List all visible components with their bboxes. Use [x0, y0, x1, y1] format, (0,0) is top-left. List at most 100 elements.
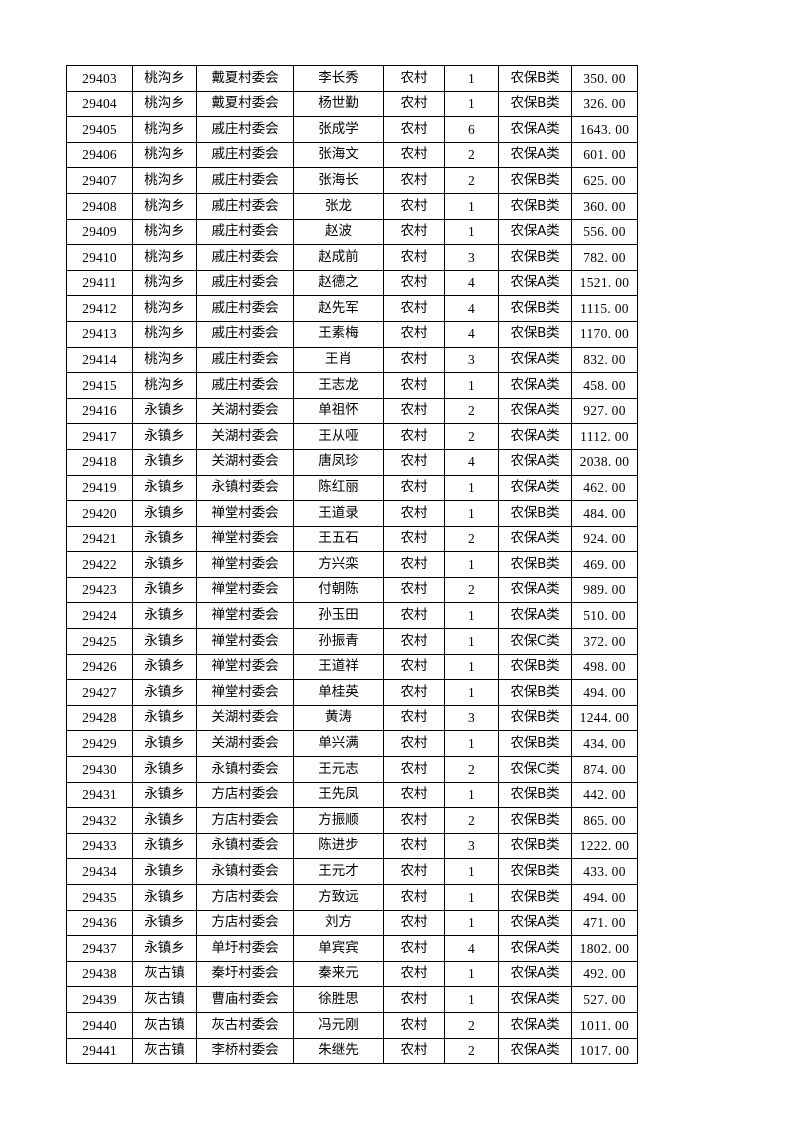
- cell-person-count: 3: [444, 704, 499, 732]
- cell-person-count: 1: [444, 909, 499, 937]
- cell-serial-number: 29423: [66, 576, 133, 604]
- cell-recipient-name: 冯元刚: [293, 1011, 384, 1039]
- cell-village-committee: 禅堂村委会: [196, 602, 294, 630]
- cell-amount: 1170. 00: [571, 320, 638, 348]
- cell-household-type: 农村: [383, 986, 445, 1013]
- cell-township: 永镇乡: [132, 756, 197, 783]
- cell-serial-number: 29420: [66, 500, 133, 527]
- cell-village-committee: 戚庄村委会: [196, 116, 294, 143]
- cell-recipient-name: 付朝陈: [293, 576, 384, 604]
- table-row: 29403 桃沟乡 戴夏村委会 李长秀 农村 1 农保B类 350. 00: [66, 65, 638, 92]
- cell-amount: 601. 00: [571, 141, 638, 169]
- cell-serial-number: 29431: [66, 781, 133, 809]
- table-row: 29430 永镇乡 永镇村委会 王元志 农村 2 农保C类 874. 00: [66, 756, 638, 783]
- cell-village-committee: 关湖村委会: [196, 423, 294, 450]
- table-row: 29415 桃沟乡 戚庄村委会 王志龙 农村 1 农保A类 458. 00: [66, 372, 638, 399]
- cell-recipient-name: 杨世勤: [293, 90, 384, 118]
- cell-person-count: 3: [444, 832, 499, 860]
- cell-village-committee: 戚庄村委会: [196, 320, 294, 348]
- cell-household-type: 农村: [383, 474, 445, 502]
- cell-person-count: 2: [444, 141, 499, 169]
- cell-township: 桃沟乡: [132, 116, 197, 143]
- cell-serial-number: 29441: [66, 1037, 133, 1065]
- cell-insurance-class: 农保A类: [498, 397, 572, 425]
- cell-person-count: 3: [444, 244, 499, 271]
- cell-township: 永镇乡: [132, 423, 197, 450]
- cell-recipient-name: 王素梅: [293, 320, 384, 348]
- cell-household-type: 农村: [383, 192, 445, 220]
- cell-serial-number: 29407: [66, 167, 133, 194]
- cell-insurance-class: 农保B类: [498, 730, 572, 758]
- cell-insurance-class: 农保A类: [498, 346, 572, 374]
- table-row: 29417 永镇乡 关湖村委会 王从哑 农村 2 农保A类 1112. 00: [66, 423, 638, 450]
- table-row: 29404 桃沟乡 戴夏村委会 杨世勤 农村 1 农保B类 326. 00: [66, 90, 638, 118]
- cell-insurance-class: 农保A类: [498, 372, 572, 399]
- cell-serial-number: 29436: [66, 909, 133, 937]
- cell-insurance-class: 农保A类: [498, 1011, 572, 1039]
- cell-household-type: 农村: [383, 90, 445, 118]
- cell-township: 灰古镇: [132, 960, 197, 988]
- cell-household-type: 农村: [383, 448, 445, 476]
- cell-serial-number: 29404: [66, 90, 133, 118]
- cell-household-type: 农村: [383, 372, 445, 399]
- cell-township: 永镇乡: [132, 832, 197, 860]
- cell-person-count: 4: [444, 269, 499, 297]
- cell-township: 桃沟乡: [132, 65, 197, 92]
- cell-recipient-name: 陈红丽: [293, 474, 384, 502]
- cell-person-count: 1: [444, 551, 499, 578]
- cell-person-count: 4: [444, 448, 499, 476]
- cell-insurance-class: 农保A类: [498, 1037, 572, 1065]
- cell-township: 永镇乡: [132, 935, 197, 962]
- cell-person-count: 1: [444, 628, 499, 655]
- cell-amount: 372. 00: [571, 628, 638, 655]
- cell-township: 永镇乡: [132, 704, 197, 732]
- cell-amount: 927. 00: [571, 397, 638, 425]
- cell-insurance-class: 农保B类: [498, 653, 572, 681]
- cell-insurance-class: 农保B类: [498, 679, 572, 706]
- cell-township: 桃沟乡: [132, 269, 197, 297]
- cell-household-type: 农村: [383, 423, 445, 450]
- cell-village-committee: 方店村委会: [196, 884, 294, 911]
- table-row: 29412 桃沟乡 戚庄村委会 赵先军 农村 4 农保B类 1115. 00: [66, 295, 638, 322]
- cell-insurance-class: 农保A类: [498, 141, 572, 169]
- cell-amount: 462. 00: [571, 474, 638, 502]
- cell-village-committee: 关湖村委会: [196, 730, 294, 758]
- cell-person-count: 1: [444, 858, 499, 885]
- cell-insurance-class: 农保A类: [498, 448, 572, 476]
- table-row: 29418 永镇乡 关湖村委会 唐凤珍 农村 4 农保A类 2038. 00: [66, 448, 638, 476]
- cell-village-committee: 禅堂村委会: [196, 679, 294, 706]
- cell-village-committee: 戚庄村委会: [196, 346, 294, 374]
- cell-serial-number: 29414: [66, 346, 133, 374]
- cell-township: 永镇乡: [132, 525, 197, 553]
- cell-person-count: 2: [444, 423, 499, 450]
- cell-household-type: 农村: [383, 756, 445, 783]
- table-row: 29409 桃沟乡 戚庄村委会 赵波 农村 1 农保A类 556. 00: [66, 218, 638, 246]
- table-row: 29439 灰古镇 曹庙村委会 徐胜思 农村 1 农保A类 527. 00: [66, 986, 638, 1013]
- cell-insurance-class: 农保B类: [498, 704, 572, 732]
- cell-person-count: 1: [444, 65, 499, 92]
- cell-serial-number: 29408: [66, 192, 133, 220]
- cell-township: 永镇乡: [132, 576, 197, 604]
- cell-insurance-class: 农保B类: [498, 807, 572, 834]
- table-row: 29420 永镇乡 禅堂村委会 王道录 农村 1 农保B类 484. 00: [66, 500, 638, 527]
- table-row: 29435 永镇乡 方店村委会 方致远 农村 1 农保B类 494. 00: [66, 884, 638, 911]
- cell-recipient-name: 王肖: [293, 346, 384, 374]
- cell-insurance-class: 农保A类: [498, 935, 572, 962]
- cell-person-count: 1: [444, 602, 499, 630]
- cell-village-committee: 李桥村委会: [196, 1037, 294, 1065]
- cell-serial-number: 29417: [66, 423, 133, 450]
- cell-township: 灰古镇: [132, 1037, 197, 1065]
- cell-amount: 1222. 00: [571, 832, 638, 860]
- table-row: 29414 桃沟乡 戚庄村委会 王肖 农村 3 农保A类 832. 00: [66, 346, 638, 374]
- cell-person-count: 4: [444, 935, 499, 962]
- cell-village-committee: 禅堂村委会: [196, 500, 294, 527]
- cell-township: 永镇乡: [132, 448, 197, 476]
- cell-household-type: 农村: [383, 960, 445, 988]
- cell-township: 灰古镇: [132, 1011, 197, 1039]
- cell-recipient-name: 单祖怀: [293, 397, 384, 425]
- cell-village-committee: 戚庄村委会: [196, 167, 294, 194]
- cell-person-count: 1: [444, 372, 499, 399]
- cell-person-count: 2: [444, 576, 499, 604]
- cell-household-type: 农村: [383, 295, 445, 322]
- cell-village-committee: 关湖村委会: [196, 397, 294, 425]
